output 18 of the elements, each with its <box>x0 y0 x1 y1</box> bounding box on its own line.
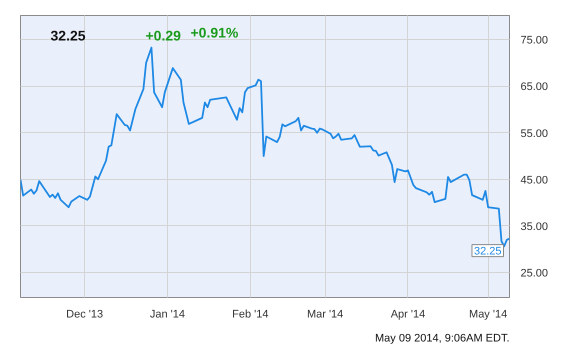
annotation: +0.91% <box>190 24 239 40</box>
annotation: +0.29 <box>146 28 182 44</box>
x-tick-label: Feb '14 <box>232 308 268 320</box>
x-tick-label: Mar '14 <box>306 308 344 320</box>
x-tick-label: Apr '14 <box>390 308 426 320</box>
annotation: 32.25 <box>474 246 502 258</box>
x-tick-label: Dec '13 <box>66 308 104 320</box>
x-tick-label: May '14 <box>469 308 508 320</box>
text: 32.25 <box>50 28 86 44</box>
y-tick-label: 35.00 <box>520 220 548 233</box>
y-tick-label: 75.00 <box>520 34 548 47</box>
y-tick-label: 25.00 <box>520 267 548 280</box>
y-tick-label: 45.00 <box>520 174 548 186</box>
x-tick-label: Jan '14 <box>150 308 186 320</box>
text: May 09 2014, 9:06AM EDT. <box>374 332 510 344</box>
y-tick-label: 65.00 <box>520 81 548 94</box>
line-series <box>20 46 510 248</box>
y-tick-label: 55.00 <box>520 128 548 140</box>
